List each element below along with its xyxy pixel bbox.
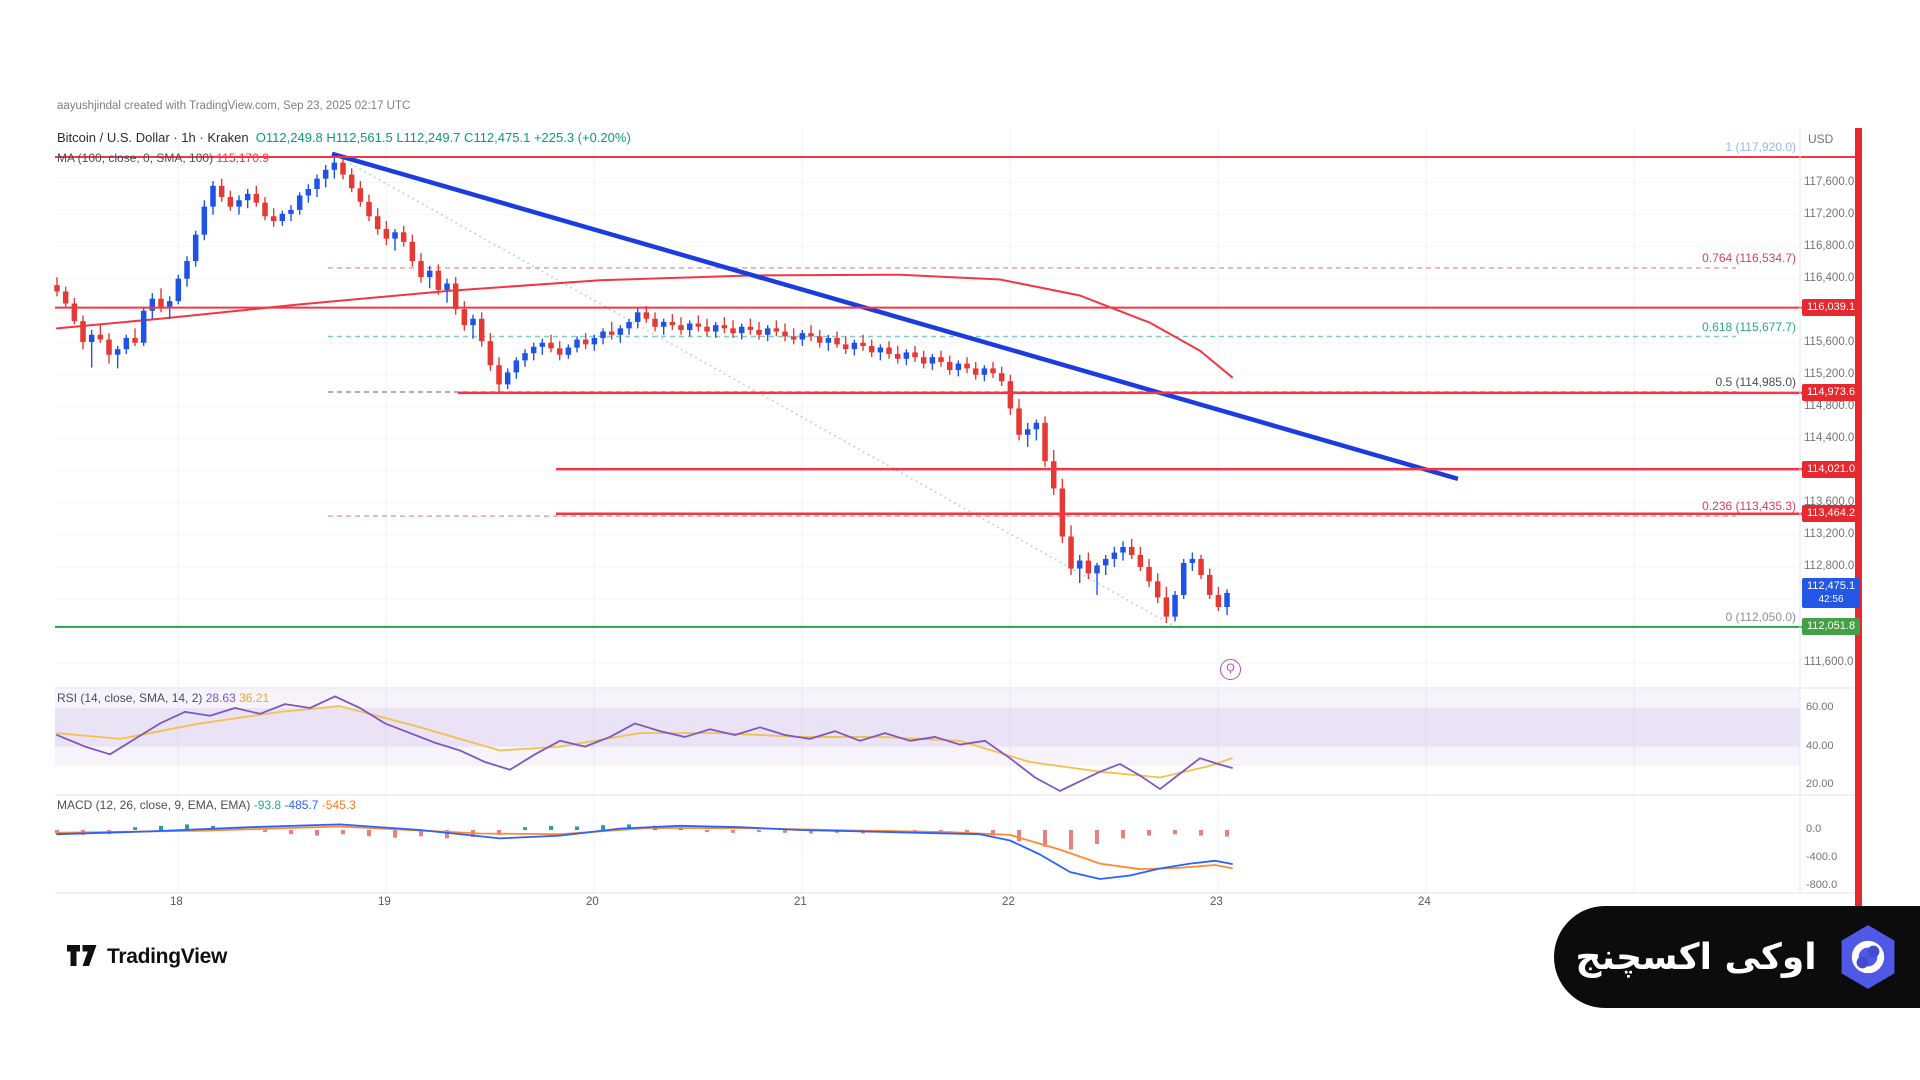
macd-hist-value: -93.8 bbox=[253, 798, 282, 812]
time-axis-label[interactable]: 19 bbox=[378, 896, 391, 908]
chart-attribution: aayushjindal created with TradingView.co… bbox=[57, 100, 411, 112]
time-axis-label[interactable]: 22 bbox=[1002, 896, 1015, 908]
tradingview-logo[interactable]: TradingView bbox=[67, 945, 227, 969]
price-axis-pill: 112,051.8 bbox=[1802, 618, 1860, 636]
price-axis-tick: 114,400.0 bbox=[1804, 431, 1855, 444]
rsi-label: RSI (14, close, SMA, 14, 2) bbox=[57, 691, 203, 705]
price-axis-currency[interactable]: USD bbox=[1808, 132, 1834, 146]
price-axis-tick: 112,800.0 bbox=[1804, 559, 1855, 572]
fib-level-label: 0.764 (116,534.7) bbox=[1702, 250, 1796, 265]
price-axis-tick: 117,200.0 bbox=[1804, 207, 1855, 220]
price-axis-tick: 113,200.0 bbox=[1804, 527, 1855, 540]
price-axis-tick: 117,600.0 bbox=[1804, 175, 1855, 188]
fib-level-label: 0 (112,050.0) bbox=[1725, 609, 1797, 624]
ohlc-open: O112,249.8 bbox=[255, 130, 323, 145]
legend-separator: · bbox=[173, 130, 178, 145]
price-axis-pill: 114,973.6 bbox=[1802, 384, 1860, 402]
rsi-scale-tick: 20.00 bbox=[1806, 778, 1834, 791]
macd-scale-tick: -800.0 bbox=[1806, 879, 1838, 891]
flash-sticker-icon: Ϙ bbox=[1220, 659, 1241, 680]
exchange-label: Kraken bbox=[207, 130, 249, 145]
time-axis-label[interactable]: 18 bbox=[170, 896, 183, 908]
price-axis-tick: 114,800.0 bbox=[1804, 399, 1855, 412]
macd-signal-value: -545.3 bbox=[321, 798, 356, 812]
price-axis-tick: 111,600.0 bbox=[1804, 656, 1854, 669]
ohlc-close: C112,475.1 bbox=[464, 130, 531, 145]
rsi-indicator-legend[interactable]: RSI (14, close, SMA, 14, 2) 28.63 36.21 bbox=[57, 691, 269, 705]
macd-scale-tick: -400.0 bbox=[1806, 851, 1838, 863]
price-axis-tick: 116,400.0 bbox=[1804, 271, 1855, 284]
tradingview-wordmark: TradingView bbox=[107, 945, 228, 968]
macd-scale-tick: 0.0 bbox=[1806, 823, 1822, 835]
price-axis-tick: 113,600.0 bbox=[1804, 495, 1855, 508]
fib-level-label: 1 (117,920.0) bbox=[1725, 140, 1797, 154]
exchange-banner[interactable]: اوکی اکسچنج bbox=[1554, 906, 1920, 1008]
fib-level-label: 0.5 (114,985.0) bbox=[1715, 374, 1796, 389]
time-axis-label[interactable]: 24 bbox=[1418, 896, 1431, 908]
ohlc-low: L112,249.7 bbox=[396, 130, 461, 145]
exchange-logo-icon bbox=[1841, 925, 1894, 989]
price-axis-pill: 113,464.2 bbox=[1802, 505, 1860, 523]
price-change: +225.3 (+0.20%) bbox=[533, 130, 631, 145]
tradingview-mark-icon bbox=[67, 945, 97, 966]
interval-label[interactable]: 1h bbox=[181, 130, 196, 145]
price-axis-pill: 112,475.1 42:56 bbox=[1802, 577, 1860, 608]
ma-value: 115,170.9 bbox=[216, 151, 269, 165]
time-axis-label[interactable]: 20 bbox=[586, 896, 599, 908]
macd-line-value: -485.7 bbox=[284, 798, 319, 812]
rsi-scale-tick: 60.00 bbox=[1806, 701, 1834, 713]
rsi-scale-tick: 40.00 bbox=[1806, 739, 1834, 752]
symbol-legend[interactable]: Bitcoin / U.S. Dollar · 1h · Kraken O112… bbox=[57, 130, 631, 145]
time-axis-label[interactable]: 21 bbox=[794, 896, 807, 908]
macd-label: MACD (12, 26, close, 9, EMA, EMA) bbox=[57, 798, 251, 812]
macd-indicator-legend[interactable]: MACD (12, 26, close, 9, EMA, EMA) -93.8 … bbox=[57, 798, 356, 812]
fib-level-label: 0.618 (115,677.7) bbox=[1702, 319, 1796, 334]
symbol-name: Bitcoin / U.S. Dollar bbox=[57, 130, 170, 145]
time-axis-label[interactable]: 23 bbox=[1210, 896, 1223, 908]
rsi-value: 28.63 bbox=[205, 691, 236, 705]
rsi-ma-value: 36.21 bbox=[239, 691, 270, 705]
fib-level-label: 0.236 (113,435.3) bbox=[1702, 499, 1796, 514]
ohlc-high: H112,561.5 bbox=[326, 130, 393, 145]
legend-separator: · bbox=[199, 130, 204, 145]
price-axis-pill: 114,021.0 bbox=[1802, 460, 1860, 478]
price-axis-tick: 116,800.0 bbox=[1804, 239, 1855, 252]
price-axis-pill: 116,039.1 bbox=[1802, 299, 1860, 317]
exchange-banner-text: اوکی اکسچنج bbox=[1575, 936, 1817, 978]
price-axis-tick: 115,200.0 bbox=[1804, 367, 1855, 380]
ma-indicator-legend[interactable]: MA (100, close, 0, SMA, 100) 115,170.9 bbox=[57, 151, 269, 165]
price-axis-tick: 115,600.0 bbox=[1804, 335, 1855, 348]
ma-label: MA (100, close, 0, SMA, 100) bbox=[57, 151, 214, 165]
